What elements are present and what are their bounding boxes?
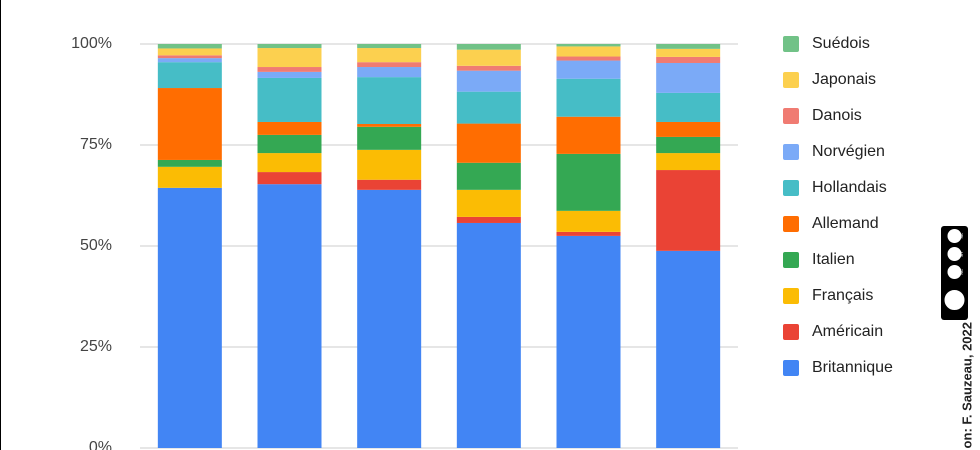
legend-label: Italien bbox=[812, 251, 855, 268]
license-badge bbox=[941, 226, 968, 320]
bar-segment bbox=[656, 153, 721, 171]
y-tick-label: 75% bbox=[80, 136, 112, 153]
license-sa-icon bbox=[947, 229, 962, 243]
legend-label: Japonais bbox=[812, 71, 876, 88]
bar-segment bbox=[556, 60, 621, 79]
y-tick-label: 0% bbox=[89, 439, 112, 450]
bar-segment bbox=[556, 231, 621, 236]
legend-label: Français bbox=[812, 287, 873, 304]
bar-segment bbox=[357, 62, 422, 68]
bar-segment bbox=[656, 48, 721, 57]
legend-label: Suédois bbox=[812, 35, 870, 52]
bar-segment bbox=[556, 46, 621, 57]
legend-label: Allemand bbox=[812, 215, 879, 232]
legend-swatch bbox=[783, 36, 799, 52]
bar-segment bbox=[357, 77, 422, 124]
bar-segment bbox=[656, 56, 721, 63]
bar-segment bbox=[257, 48, 322, 68]
license-nc-icon bbox=[947, 247, 962, 261]
bar-segment bbox=[456, 216, 521, 223]
bar-segment bbox=[257, 77, 322, 122]
bar-segment bbox=[157, 88, 222, 160]
legend-swatch bbox=[783, 324, 799, 340]
bar-segment bbox=[257, 44, 322, 49]
bar-segment bbox=[257, 153, 322, 173]
license-label: SA bbox=[959, 233, 964, 239]
bar-segment bbox=[556, 78, 621, 117]
legend-swatch bbox=[783, 360, 799, 376]
bar-segment bbox=[357, 67, 422, 78]
bar-segment bbox=[257, 184, 322, 449]
bar-segment bbox=[656, 250, 721, 448]
bar-segment bbox=[257, 121, 322, 135]
y-tick-label: 25% bbox=[80, 338, 112, 355]
bar-segment bbox=[157, 62, 222, 89]
bar-segment bbox=[656, 92, 721, 122]
bar-segment bbox=[357, 48, 422, 63]
legend-swatch bbox=[783, 216, 799, 232]
legend-label: Norvégien bbox=[812, 143, 885, 160]
bar-segment bbox=[456, 65, 521, 71]
bar-segment bbox=[656, 44, 721, 49]
bar-segment bbox=[357, 123, 422, 127]
legend-swatch bbox=[783, 108, 799, 124]
legend-label: Danois bbox=[812, 107, 862, 124]
bar-segment bbox=[456, 91, 521, 124]
bar-segment bbox=[257, 134, 322, 154]
bar-segment bbox=[157, 48, 222, 56]
legend-label: Hollandais bbox=[812, 179, 887, 196]
legend-swatch bbox=[783, 252, 799, 268]
y-tick-label: 100% bbox=[71, 35, 112, 52]
bar-segment bbox=[556, 210, 621, 232]
bar-segment bbox=[257, 71, 322, 78]
bar-segment bbox=[656, 170, 721, 251]
bar-segment bbox=[556, 56, 621, 61]
bar-segment bbox=[456, 70, 521, 92]
license-by-icon bbox=[947, 265, 962, 279]
bar-segment bbox=[656, 121, 721, 137]
bar-segment bbox=[257, 172, 322, 185]
bar-segment bbox=[556, 153, 621, 211]
bar-segment bbox=[456, 189, 521, 217]
bar-segment bbox=[456, 49, 521, 66]
credit: on: F. Sauzeau, 2022 bbox=[959, 322, 974, 448]
bar-segment bbox=[456, 44, 521, 50]
bar-segment bbox=[157, 55, 222, 59]
legend-swatch bbox=[783, 144, 799, 160]
bar-segment bbox=[257, 67, 322, 72]
bar-segment bbox=[157, 166, 222, 188]
bar-segment bbox=[357, 126, 422, 150]
bar-segment bbox=[157, 159, 222, 167]
license-label: BY bbox=[959, 251, 964, 257]
bar-segment bbox=[656, 62, 721, 93]
legend-label: Américain bbox=[812, 323, 883, 340]
bar-segment bbox=[556, 44, 621, 47]
bar-segment bbox=[157, 58, 222, 63]
bar-segment bbox=[357, 179, 422, 190]
license-label: NC bbox=[959, 269, 964, 275]
bar-segment bbox=[357, 44, 422, 49]
legend-label: Britannique bbox=[812, 359, 893, 376]
legend-swatch bbox=[783, 288, 799, 304]
bar-segment bbox=[556, 116, 621, 154]
legend-swatch bbox=[783, 180, 799, 196]
bar-segment bbox=[456, 123, 521, 163]
bar-segment bbox=[456, 162, 521, 190]
bar-segment bbox=[456, 222, 521, 448]
bar-segment bbox=[656, 136, 721, 154]
license-cc-icon bbox=[942, 288, 967, 312]
bar-segment bbox=[556, 235, 621, 448]
legend-swatch bbox=[783, 72, 799, 88]
bar-segment bbox=[157, 44, 222, 49]
bar-segment bbox=[157, 187, 222, 448]
bar-segment bbox=[357, 189, 422, 448]
y-tick-label: 50% bbox=[80, 237, 112, 254]
bar-segment bbox=[357, 149, 422, 180]
